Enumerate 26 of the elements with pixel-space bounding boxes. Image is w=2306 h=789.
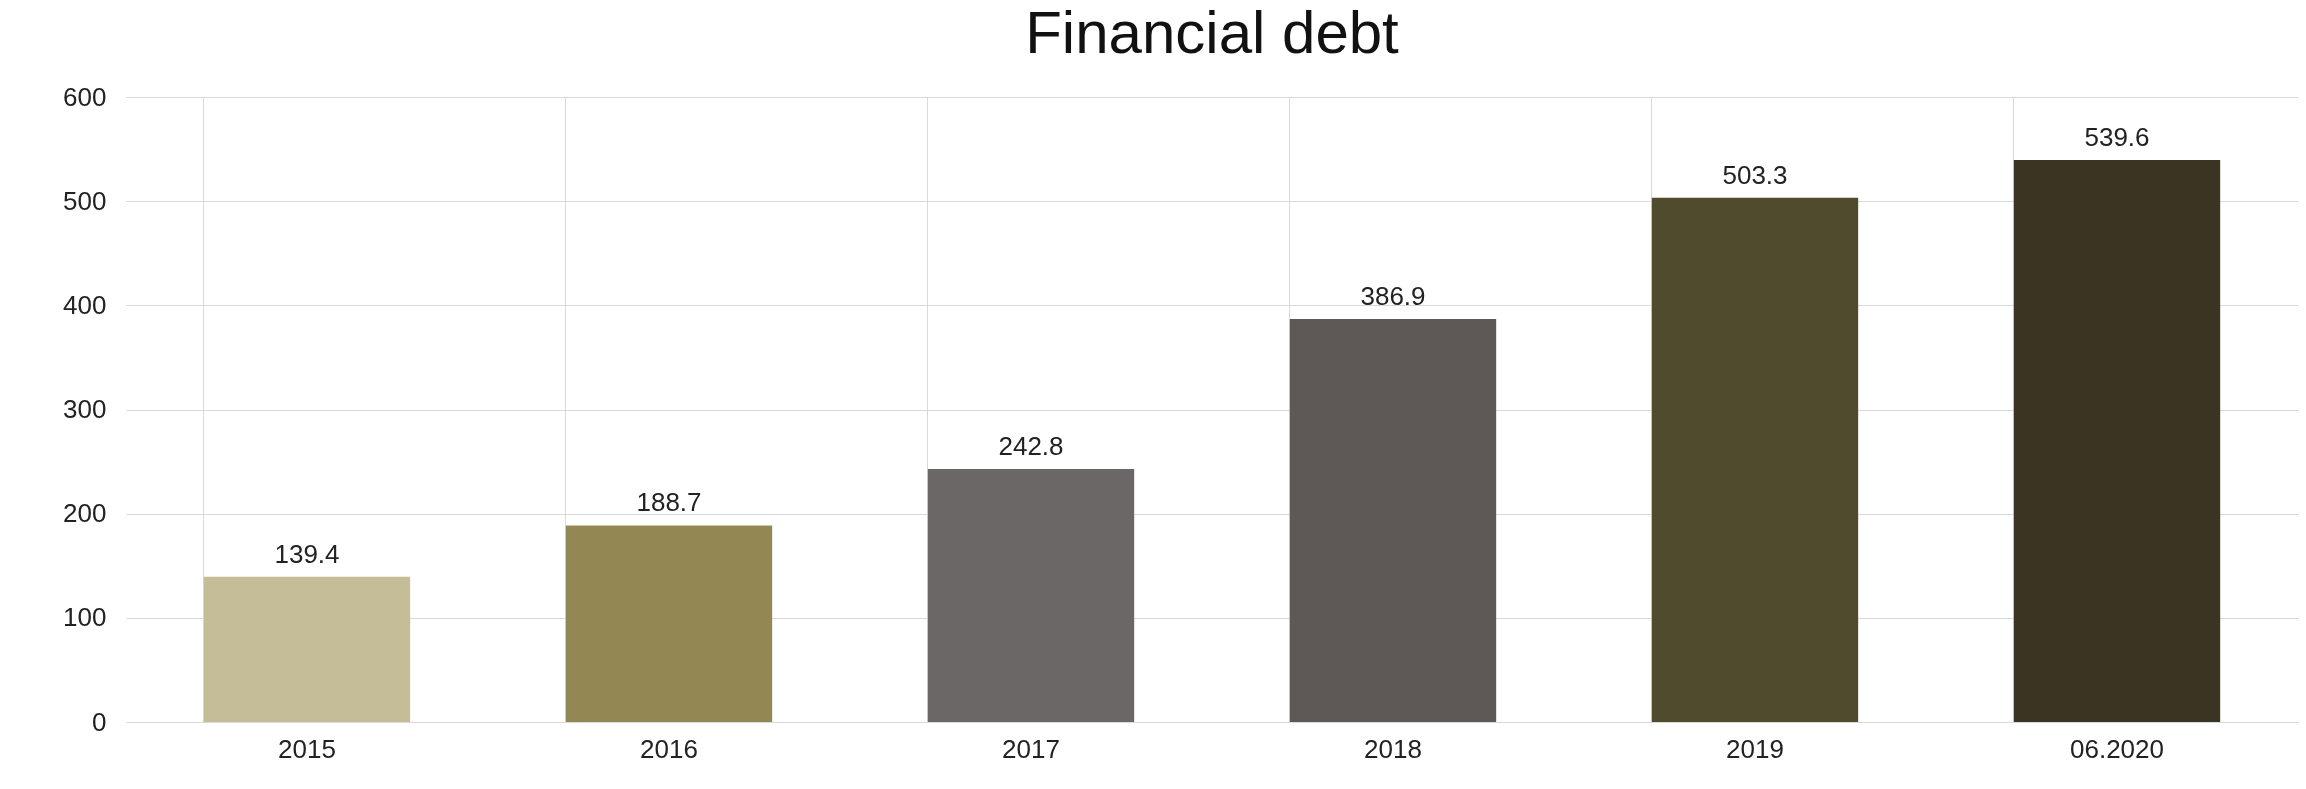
bar [1651, 197, 1859, 722]
bar [203, 576, 411, 722]
x-tick-label: 06.2020 [2070, 733, 2164, 764]
bar [565, 525, 773, 722]
x-tick-label: 2018 [1364, 733, 1422, 764]
x-tick-label: 2016 [640, 733, 698, 764]
y-tick-label: 600 [63, 81, 107, 112]
bar [1289, 318, 1497, 722]
data-label: 503.3 [1722, 159, 1788, 190]
y-tick-label: 0 [92, 706, 107, 737]
bar [927, 469, 1135, 722]
y-tick-label: 500 [63, 185, 107, 216]
bar [2013, 159, 2221, 722]
data-label: 386.9 [1360, 280, 1426, 311]
x-tick-label: 2015 [278, 733, 336, 764]
y-tick-label: 200 [63, 498, 107, 529]
x-tick-label: 2019 [1726, 733, 1784, 764]
x-tick-label: 2017 [1002, 733, 1060, 764]
data-label: 139.4 [274, 538, 340, 569]
y-tick-label: 300 [63, 394, 107, 424]
y-tick-label: 400 [63, 289, 107, 320]
chart-title: Financial debt [1025, 0, 1400, 66]
data-label: 539.6 [2084, 121, 2150, 152]
y-tick-label: 100 [63, 602, 107, 633]
data-label: 188.7 [636, 487, 702, 518]
data-label: 242.8 [998, 431, 1064, 462]
